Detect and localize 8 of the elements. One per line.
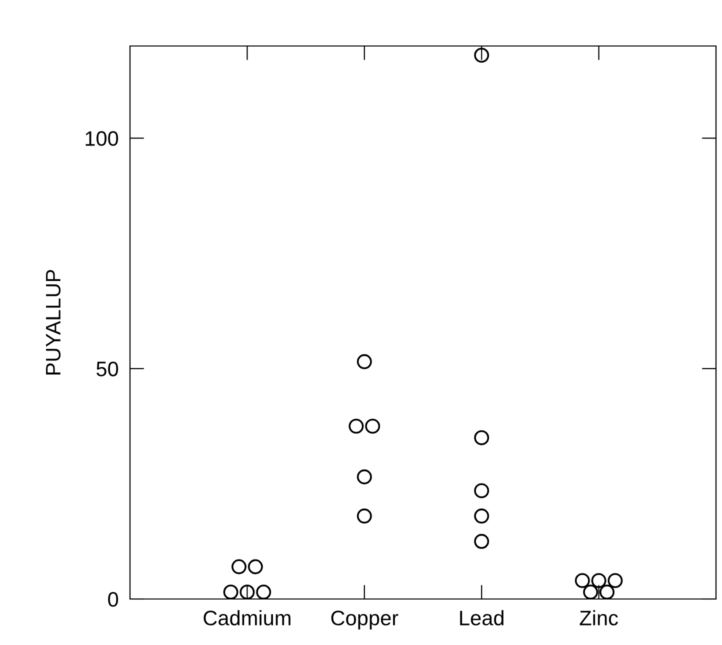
y-tick-label: 0 — [108, 592, 118, 607]
x-tick-label: Copper — [331, 610, 398, 630]
x-tick-label: Zinc — [580, 610, 618, 626]
y-axis-title: PUYALLUP — [46, 270, 61, 374]
x-tick-label: Lead — [460, 610, 504, 626]
y-tick-label: 100 — [86, 131, 118, 146]
y-tick-label: 50 — [96, 362, 118, 376]
x-tick-label: Cadmium — [204, 610, 290, 626]
